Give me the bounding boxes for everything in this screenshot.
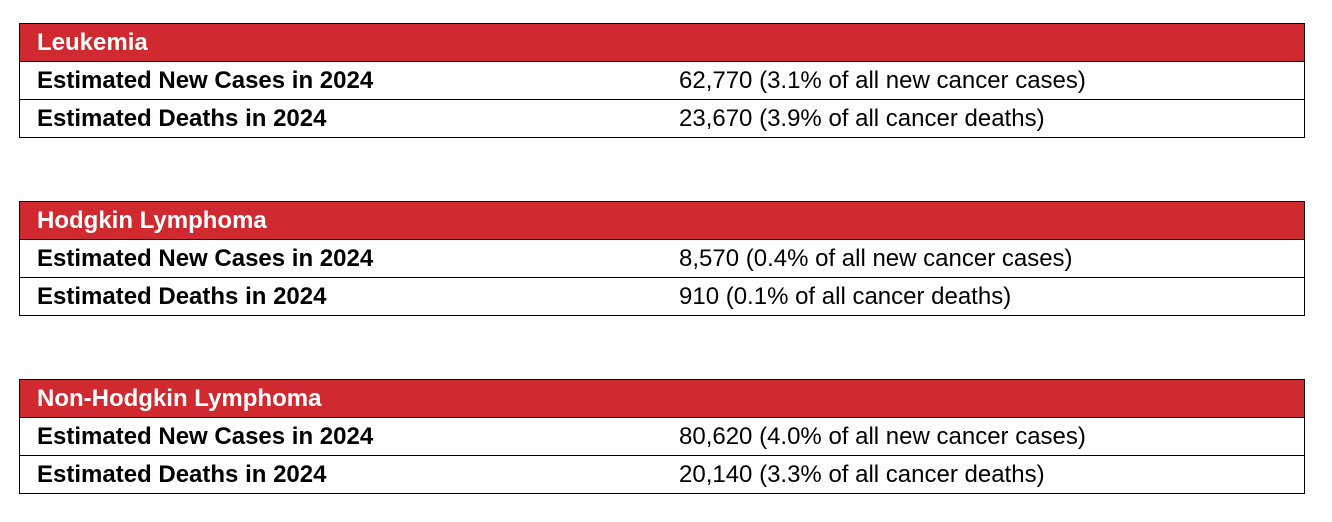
- row-label: Estimated Deaths in 2024: [37, 460, 327, 488]
- table-title: Hodgkin Lymphoma: [20, 202, 1304, 240]
- row-value: 80,620 (4.0% of all new cancer cases): [679, 422, 1086, 450]
- table-row: Estimated New Cases in 2024 62,770 (3.1% …: [20, 62, 1304, 99]
- row-label: Estimated New Cases in 2024: [37, 244, 374, 272]
- table-title: Leukemia: [20, 24, 1304, 62]
- table-title: Non-Hodgkin Lymphoma: [20, 380, 1304, 418]
- row-value: 23,670 (3.9% of all cancer deaths): [679, 104, 1045, 132]
- table-row: Estimated Deaths in 2024 23,670 (3.9% of …: [20, 99, 1304, 137]
- row-value: 20,140 (3.3% of all cancer deaths): [679, 460, 1045, 488]
- row-label: Estimated New Cases in 2024: [37, 66, 374, 94]
- row-value: 62,770 (3.1% of all new cancer cases): [679, 66, 1086, 94]
- row-label: Estimated New Cases in 2024: [37, 422, 374, 450]
- table-row: Estimated New Cases in 2024 8,570 (0.4% o…: [20, 240, 1304, 277]
- table-row: Estimated New Cases in 2024 80,620 (4.0% …: [20, 418, 1304, 455]
- row-label: Estimated Deaths in 2024: [37, 104, 327, 132]
- stats-table: Non-Hodgkin Lymphoma Estimated New Cases …: [19, 379, 1305, 494]
- stats-table: Leukemia Estimated New Cases in 2024 62,77…: [19, 23, 1305, 138]
- row-label: Estimated Deaths in 2024: [37, 282, 327, 310]
- table-row: Estimated Deaths in 2024 910 (0.1% of all…: [20, 277, 1304, 315]
- row-value: 8,570 (0.4% of all new cancer cases): [679, 244, 1073, 272]
- row-value: 910 (0.1% of all cancer deaths): [679, 282, 1012, 310]
- stats-table: Hodgkin Lymphoma Estimated New Cases in 2…: [19, 201, 1305, 316]
- table-row: Estimated Deaths in 2024 20,140 (3.3% of …: [20, 455, 1304, 493]
